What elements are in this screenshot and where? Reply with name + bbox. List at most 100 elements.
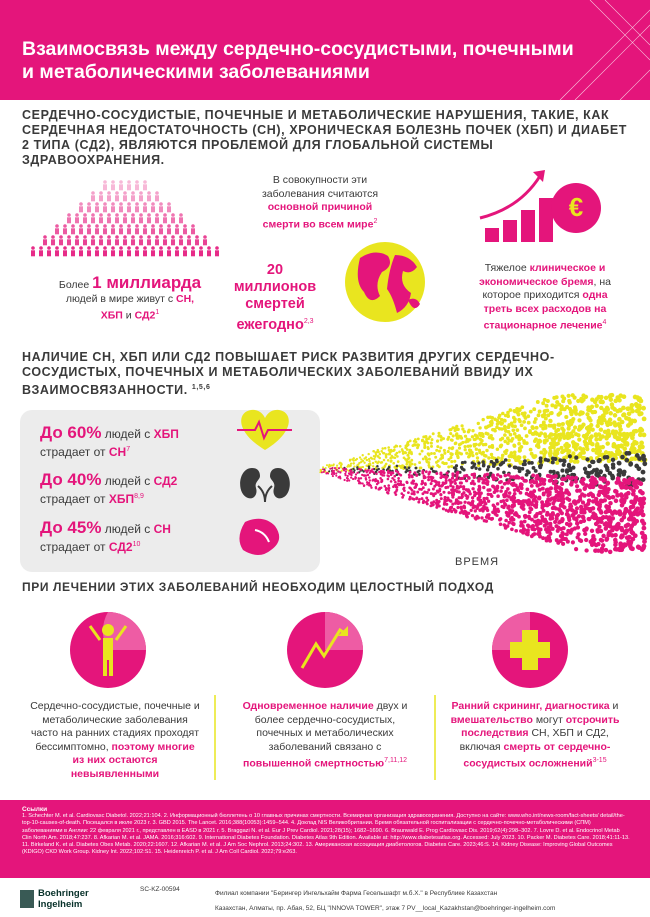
dot (420, 449, 424, 453)
dot (619, 443, 624, 449)
dot (361, 459, 365, 463)
dot (457, 451, 461, 455)
dot (501, 411, 505, 416)
dot (524, 441, 529, 445)
dot (416, 470, 420, 474)
person-head (147, 235, 151, 239)
dot (600, 543, 606, 548)
dot (507, 494, 511, 499)
dot (630, 546, 635, 552)
dot (531, 432, 536, 436)
dot (463, 444, 467, 449)
text: Тяжелое (484, 262, 530, 274)
dot (476, 463, 481, 468)
dot (516, 475, 521, 480)
dot (573, 443, 578, 449)
dot (467, 455, 471, 459)
dot (471, 505, 475, 510)
dot (572, 395, 577, 400)
dot (599, 405, 604, 411)
dot (634, 408, 640, 414)
dot (477, 461, 481, 465)
dot (603, 526, 609, 531)
dot (574, 455, 579, 460)
references-band (0, 800, 650, 878)
dot (450, 460, 454, 464)
dot (407, 491, 410, 494)
dot (544, 536, 549, 541)
person-body (131, 239, 135, 246)
dot (487, 516, 491, 520)
dot (550, 403, 555, 408)
dot (510, 495, 515, 500)
dot (330, 473, 333, 476)
dot (612, 420, 617, 425)
dot (568, 468, 573, 473)
dot (570, 540, 575, 545)
dot (432, 494, 436, 498)
dot (564, 488, 569, 493)
text: СД2 (134, 309, 156, 322)
column-1: Сердечно-сосудистые, почечные и метаболи… (30, 700, 200, 781)
dot (548, 449, 553, 454)
dot (500, 456, 504, 460)
dot (423, 442, 427, 446)
person-body (151, 206, 155, 213)
dot (482, 453, 487, 458)
person-head (159, 246, 163, 250)
dot (431, 503, 435, 507)
person-body (167, 250, 171, 257)
dot (372, 450, 376, 453)
dot (424, 470, 428, 474)
person-head (143, 246, 147, 250)
dot (586, 501, 591, 507)
dot (333, 467, 337, 470)
dot (522, 439, 526, 443)
dot (440, 454, 445, 458)
dot (368, 459, 371, 463)
dot (470, 496, 475, 500)
dot (331, 475, 334, 478)
dot (389, 471, 393, 474)
person-head (127, 202, 131, 206)
person-body (131, 195, 135, 202)
dot (506, 514, 511, 518)
dot (601, 478, 606, 483)
dot (441, 481, 445, 485)
dot (346, 479, 349, 482)
dot (504, 451, 508, 456)
dot (408, 495, 412, 499)
superscript: 3-15 (592, 757, 607, 764)
dot (486, 499, 491, 503)
person-head (79, 224, 83, 228)
dot (389, 480, 393, 483)
dot (415, 483, 419, 487)
person-body (135, 228, 139, 235)
dot (598, 395, 603, 400)
person-body (115, 239, 119, 246)
dot (595, 442, 600, 447)
dot (632, 479, 638, 485)
dot (582, 486, 587, 492)
dot (451, 492, 456, 496)
person-head (191, 246, 195, 250)
dot (561, 526, 566, 531)
dot (434, 483, 438, 486)
dot (404, 444, 408, 448)
dot (368, 479, 372, 482)
dot (438, 484, 442, 488)
dot (638, 481, 644, 487)
person-head (91, 191, 95, 195)
dot (507, 458, 511, 463)
dot (386, 459, 390, 462)
dot (565, 405, 570, 410)
dot (576, 398, 581, 404)
text: людей с (101, 522, 154, 536)
dot (460, 424, 464, 428)
dot (530, 527, 535, 532)
dot (546, 493, 551, 498)
dot (439, 457, 443, 461)
dot (397, 476, 400, 480)
dot (591, 541, 597, 546)
dot (411, 444, 415, 447)
